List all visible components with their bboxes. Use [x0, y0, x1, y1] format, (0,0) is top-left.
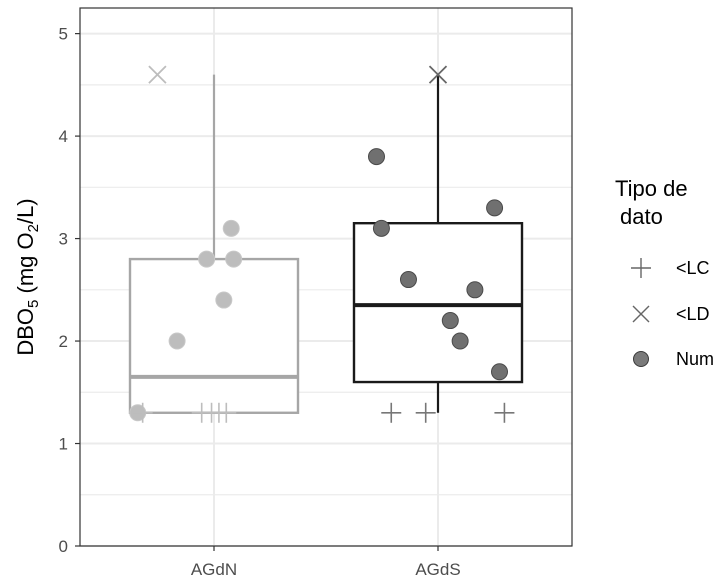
y-axis-title: DBO5 (mg O2/L) [13, 198, 42, 355]
y-tick-label: 3 [59, 230, 68, 249]
box [128, 257, 300, 414]
data-point-lc [494, 402, 515, 423]
data-point-lc [132, 402, 153, 423]
data-point-num [486, 199, 504, 217]
legend-keys: <LC <LD Num [631, 258, 714, 369]
panel-border [79, 7, 573, 547]
x-tick-label: AGdS [415, 560, 460, 579]
data-point-lc [216, 402, 237, 423]
data-point-num [168, 332, 186, 350]
y-tick-label: 5 [59, 25, 68, 44]
data-point-num [198, 250, 216, 268]
legend-key-plus [631, 258, 651, 278]
y-tick-label: 1 [59, 435, 68, 454]
y-axis-title-mid: (mg O [13, 232, 38, 299]
data-point-num [466, 281, 484, 299]
data-point-ld [148, 65, 167, 84]
axis-layer: 0 1 2 3 4 5 AGdN AGdS [59, 25, 461, 579]
legend: Tipo de dato <LC <LD Num [615, 176, 714, 369]
x-tick-label: AGdN [191, 560, 237, 579]
y-axis-title-main: DBO [13, 308, 38, 356]
data-point-num [372, 219, 390, 237]
legend-key-cross [632, 305, 650, 323]
data-point-num [491, 363, 508, 381]
legend-title-line1: Tipo de [615, 176, 688, 201]
point-layer [129, 65, 515, 423]
data-point-num [451, 332, 469, 350]
data-point-ld [428, 65, 448, 84]
legend-label: Num [676, 349, 714, 369]
data-point-lc [415, 402, 436, 423]
data-point-num [441, 312, 459, 330]
box [352, 221, 524, 384]
y-tick-label: 0 [59, 537, 68, 556]
data-point-num [222, 219, 240, 237]
y-tick-label: 2 [59, 332, 68, 351]
y-axis-title-end: /L) [13, 198, 38, 224]
legend-title-line2: dato [620, 204, 663, 229]
legend-label: <LC [676, 258, 710, 278]
data-point-num [399, 271, 417, 289]
data-point-num [225, 250, 243, 268]
box-layer [128, 74, 524, 414]
legend-label: <LD [676, 304, 710, 324]
y-axis-title-sub1: 5 [25, 300, 42, 308]
data-point-lc [381, 402, 402, 423]
legend-key-circle [633, 351, 649, 367]
data-point-num [215, 291, 233, 309]
y-axis-title-sub2: 2 [25, 224, 42, 232]
y-tick-label: 4 [59, 127, 68, 146]
data-point-num [368, 148, 385, 166]
